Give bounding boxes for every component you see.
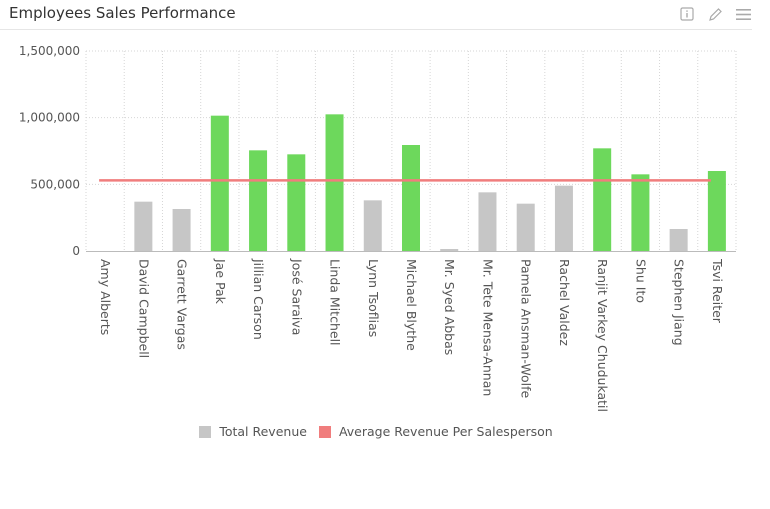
x-tick-label: Rachel Valdez [557, 259, 572, 346]
bar[interactable] [516, 203, 535, 251]
y-tick-label: 1,500,000 [19, 44, 80, 58]
x-tick-label: Pamela Ansman-Wolfe [519, 259, 534, 399]
legend-label-average: Average Revenue Per Salesperson [338, 424, 553, 439]
legend-label-total-revenue: Total Revenue [219, 424, 307, 439]
bar[interactable] [210, 115, 229, 252]
x-tick-label: Linda Mitchell [328, 259, 343, 346]
bar[interactable] [440, 249, 459, 251]
x-tick-label: José Saraiva [289, 258, 304, 335]
x-tick-label: Jillian Carson [251, 258, 266, 340]
bar[interactable] [249, 150, 268, 251]
hamburger-menu-icon[interactable] [734, 5, 752, 23]
legend-swatch-average [318, 425, 331, 438]
legend-item-total-revenue[interactable]: Total Revenue [199, 424, 307, 439]
x-tick-label: Michael Blythe [404, 259, 419, 351]
bar[interactable] [134, 201, 153, 251]
bar[interactable] [172, 209, 191, 251]
y-tick-label: 500,000 [30, 177, 80, 191]
x-tick-label: David Campbell [136, 259, 151, 358]
y-tick-label: 1,000,000 [19, 111, 80, 125]
bar[interactable] [707, 171, 726, 251]
chart-legend: Total Revenue Average Revenue Per Salesp… [0, 424, 752, 439]
bar[interactable] [631, 174, 650, 251]
x-tick-label: Mr. Syed Abbas [442, 259, 457, 355]
x-tick-label: Shu Ito [633, 259, 648, 303]
x-tick-label: Stephen Jiang [672, 259, 687, 346]
chart-title: Employees Sales Performance [9, 4, 236, 22]
x-tick-label: Jae Pak [213, 258, 228, 305]
x-tick-label: Mr. Tete Mensa-Annan [480, 259, 495, 396]
legend-swatch-total-revenue [199, 425, 212, 438]
chart-toolbar [678, 5, 752, 23]
bar[interactable] [402, 145, 420, 251]
x-tick-label: Garrett Vargas [175, 259, 190, 350]
x-tick-label: Lynn Tsoflias [366, 259, 381, 337]
bar[interactable] [287, 154, 306, 251]
bar[interactable] [363, 200, 382, 251]
chart-header: Employees Sales Performance [0, 0, 752, 30]
x-tick-label: Tsvi Reiter [710, 258, 725, 324]
bar[interactable] [669, 229, 688, 251]
bar[interactable] [325, 114, 344, 251]
info-icon[interactable] [678, 5, 696, 23]
bar[interactable] [554, 185, 573, 251]
bar[interactable] [593, 148, 612, 251]
bar-chart: 0 500,000 1,000,000 1,500,000 Amy Alberts Dav… [19, 44, 737, 412]
y-tick-label: 0 [72, 244, 80, 258]
legend-item-average[interactable]: Average Revenue Per Salesperson [318, 424, 553, 439]
bar[interactable] [478, 192, 497, 251]
pencil-icon[interactable] [706, 5, 724, 23]
x-tick-label: Amy Alberts [98, 259, 113, 335]
x-tick-label: Ranjit Varkey Chudukatil [595, 259, 610, 412]
